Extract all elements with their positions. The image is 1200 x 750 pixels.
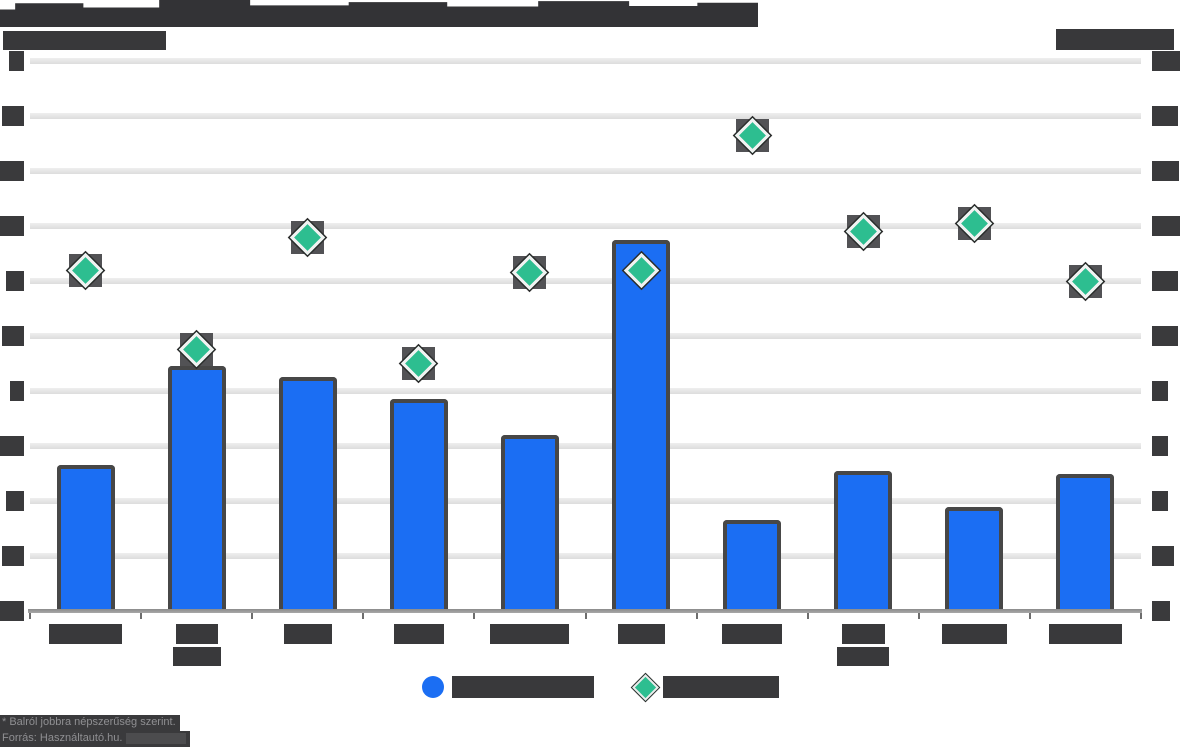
chart-title-redacted [0, 0, 758, 27]
left-y-tick-label-redacted [0, 601, 24, 621]
footnote: * Balról jobbra népszerűség szerint. For… [0, 715, 191, 747]
left-y-tick-label-redacted [6, 491, 24, 511]
right-y-tick-label-redacted [1152, 51, 1180, 71]
right-y-tick-label-redacted [1152, 491, 1168, 511]
bar [945, 506, 1004, 611]
left-y-tick-label-redacted [0, 216, 24, 236]
x-axis-tick [251, 612, 254, 619]
bar [278, 377, 337, 611]
x-axis-tick [806, 612, 809, 619]
right-y-tick-label-redacted [1152, 381, 1168, 401]
left-y-tick-label-redacted [0, 436, 24, 456]
right-y-tick-label-redacted [1152, 546, 1174, 566]
x-axis-tick [695, 612, 698, 619]
gridline [30, 498, 1141, 504]
bar [500, 435, 559, 611]
right-y-tick-label-redacted [1152, 161, 1179, 181]
gridline [30, 113, 1141, 119]
bar [167, 366, 226, 611]
right-y-tick-label-redacted [1152, 216, 1180, 236]
left-y-tick-label-redacted [6, 271, 24, 291]
gridline [30, 553, 1141, 559]
legend-item-series-2[interactable] [631, 673, 779, 701]
right-axis-title-redacted [1056, 29, 1174, 50]
left-y-tick-label-redacted [10, 381, 24, 401]
category-label-redacted [722, 624, 783, 644]
left-axis-title-redacted [3, 31, 166, 50]
category-label-redacted [490, 624, 570, 644]
bar [612, 239, 671, 611]
legend [0, 671, 1200, 703]
x-axis-tick [1140, 612, 1142, 619]
bar [56, 465, 115, 611]
right-y-tick-label-redacted [1152, 326, 1178, 346]
gridline [30, 223, 1141, 229]
right-y-tick-label-redacted [1152, 271, 1178, 291]
bar [389, 399, 448, 611]
x-axis-line [28, 609, 1142, 613]
legend-label-redacted [662, 676, 779, 698]
category-label-redacted [841, 624, 885, 644]
left-y-tick-label-redacted [9, 51, 24, 71]
left-y-tick-label-redacted [2, 326, 24, 346]
category-label-line2-redacted [172, 647, 221, 666]
left-y-tick-label-redacted [2, 106, 24, 126]
x-axis-tick [584, 612, 587, 619]
category-label-redacted [49, 624, 123, 644]
x-axis-tick [917, 612, 920, 619]
x-axis-tick [29, 612, 31, 619]
gridline [30, 443, 1141, 449]
right-y-tick-label-redacted [1152, 436, 1168, 456]
category-label-redacted [1048, 624, 1122, 644]
gridline [30, 278, 1141, 284]
diamond-legend-marker-icon [631, 673, 659, 701]
gridline [30, 58, 1141, 64]
bar [1056, 473, 1115, 611]
x-axis-tick [362, 612, 365, 619]
category-label-redacted [175, 624, 218, 644]
bar [834, 470, 893, 611]
category-label-line2-redacted [837, 647, 890, 666]
footnote-line-2: Forrás: Használtautó.hu. [0, 731, 191, 747]
circle-legend-marker-icon [421, 676, 444, 698]
left-y-tick-label-redacted [2, 546, 24, 566]
category-label-redacted [393, 624, 444, 644]
category-label-redacted [283, 624, 332, 644]
footnote-line-1: * Balról jobbra népszerűség szerint. [0, 715, 180, 731]
left-y-tick-label-redacted [0, 161, 24, 181]
right-y-tick-label-redacted [1152, 106, 1178, 126]
category-label-redacted [941, 624, 1007, 644]
category-label-redacted [617, 624, 665, 644]
x-axis-tick [140, 612, 143, 619]
gridline [30, 388, 1141, 394]
gridline [30, 168, 1141, 174]
bar [723, 520, 782, 611]
x-axis-tick [473, 612, 476, 619]
right-y-tick-label-redacted [1152, 601, 1170, 621]
legend-label-redacted [451, 676, 594, 698]
gridline [30, 333, 1141, 339]
legend-item-series-1[interactable] [421, 676, 594, 698]
x-axis-tick [1028, 612, 1031, 619]
